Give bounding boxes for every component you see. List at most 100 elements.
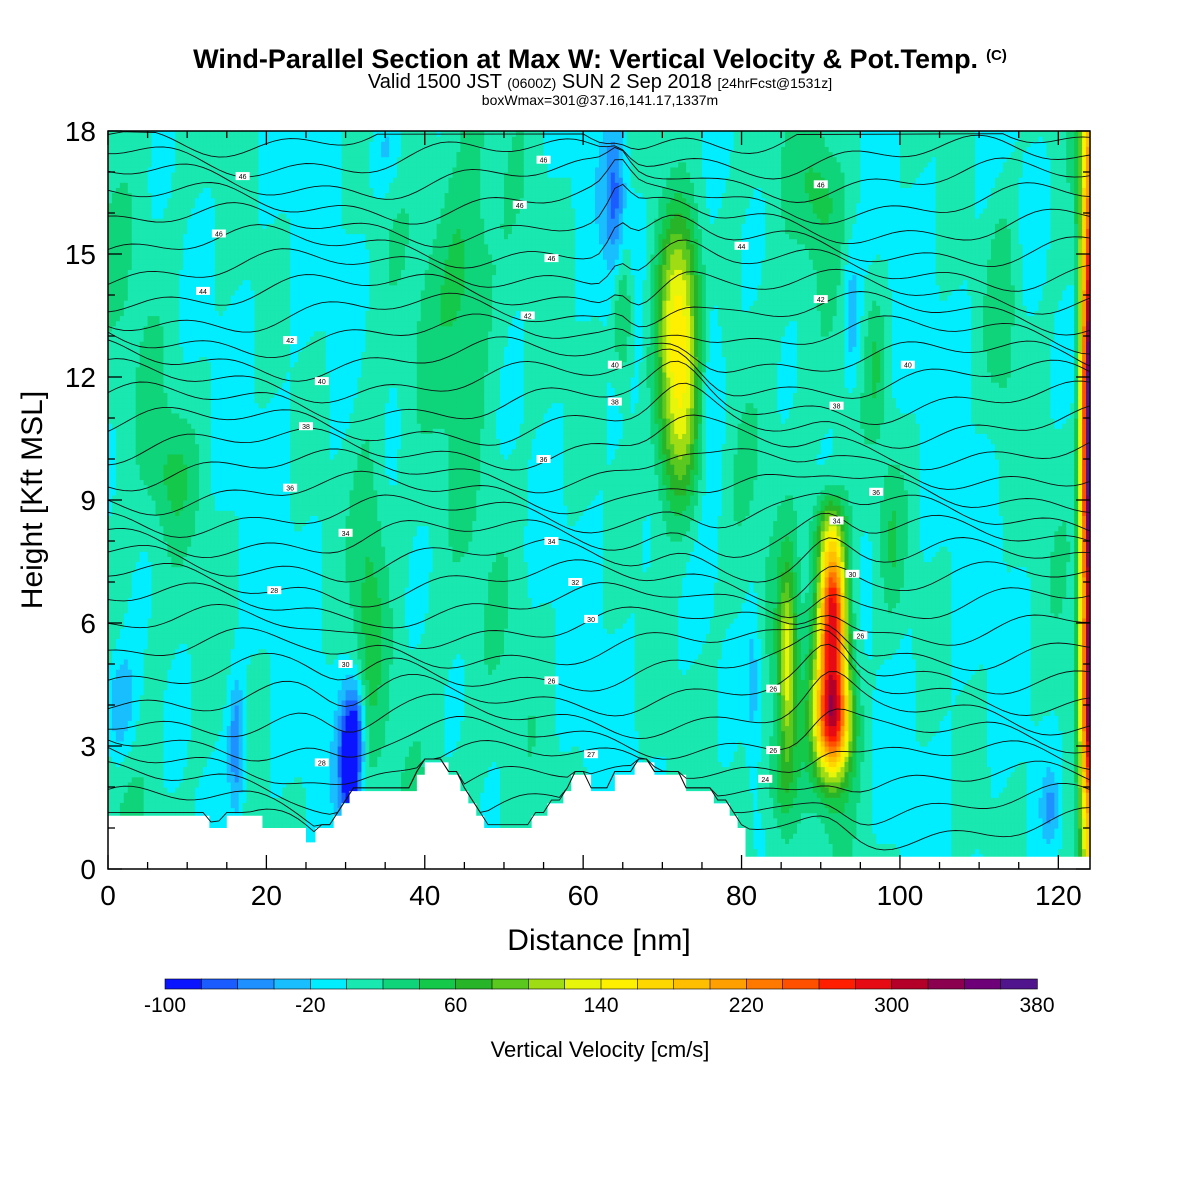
- w-cell: [230, 602, 236, 609]
- w-cell: [175, 418, 180, 424]
- w-cell: [123, 248, 129, 255]
- w-cell: [127, 382, 133, 388]
- w-cell: [230, 387, 236, 393]
- w-cell: [127, 418, 133, 424]
- w-cell: [135, 243, 141, 250]
- w-cell: [135, 279, 141, 286]
- w-cell: [147, 305, 153, 311]
- w-cell: [187, 787, 192, 793]
- w-cell: [111, 612, 117, 619]
- w-cell: [115, 705, 121, 711]
- w-cell: [199, 725, 204, 732]
- w-cell: [115, 254, 121, 260]
- w-cell: [151, 746, 157, 752]
- w-cell: [199, 428, 204, 434]
- w-cell: [108, 474, 113, 481]
- w-cell: [218, 505, 224, 511]
- w-cell: [159, 182, 165, 188]
- w-cell: [119, 423, 125, 429]
- w-cell: [127, 484, 133, 491]
- w-cell: [151, 771, 157, 778]
- w-cell: [111, 664, 117, 670]
- w-cell: [203, 679, 208, 686]
- w-cell: [155, 151, 161, 158]
- w-cell: [210, 674, 216, 680]
- w-cell: [131, 336, 137, 342]
- w-cell: [206, 464, 212, 470]
- w-cell: [191, 151, 196, 158]
- w-cell: [238, 166, 244, 173]
- w-cell: [183, 453, 188, 460]
- w-cell: [123, 602, 129, 609]
- w-cell: [131, 505, 137, 511]
- w-cell: [222, 494, 228, 501]
- w-cell: [147, 254, 153, 260]
- w-cell: [199, 751, 204, 757]
- w-cell: [167, 592, 172, 598]
- w-cell: [226, 787, 232, 793]
- w-cell: [199, 787, 204, 793]
- w-cell: [155, 177, 161, 183]
- w-cell: [127, 310, 133, 317]
- w-cell: [163, 479, 168, 486]
- w-cell: [155, 320, 161, 327]
- w-cell: [222, 817, 228, 824]
- w-cell: [108, 638, 113, 645]
- w-cell: [242, 453, 248, 460]
- w-cell: [155, 305, 161, 311]
- w-cell: [131, 684, 137, 691]
- w-cell: [167, 674, 172, 680]
- w-cell: [131, 479, 137, 486]
- w-cell: [183, 561, 188, 568]
- w-cell: [163, 284, 168, 291]
- w-cell: [218, 674, 224, 680]
- w-cell: [254, 715, 260, 721]
- w-cell: [206, 505, 212, 511]
- w-cell: [254, 776, 260, 783]
- w-cell: [250, 361, 256, 368]
- w-cell: [199, 561, 204, 568]
- w-cell: [230, 582, 236, 588]
- w-cell: [127, 264, 133, 270]
- w-cell: [111, 541, 117, 547]
- w-cell: [131, 500, 137, 506]
- w-cell: [246, 423, 252, 429]
- w-cell: [250, 295, 256, 301]
- w-cell: [218, 218, 224, 224]
- w-cell: [139, 525, 145, 532]
- w-cell: [242, 505, 248, 511]
- w-cell: [246, 377, 252, 383]
- w-cell: [167, 653, 172, 660]
- w-cell: [119, 699, 125, 706]
- w-cell: [191, 371, 196, 378]
- w-cell: [242, 623, 248, 629]
- w-cell: [218, 551, 224, 557]
- w-cell: [191, 248, 196, 255]
- w-cell: [108, 182, 113, 188]
- w-cell: [183, 218, 188, 224]
- w-cell: [195, 505, 200, 511]
- w-cell: [167, 136, 172, 142]
- w-cell: [187, 254, 192, 260]
- w-cell: [195, 633, 200, 639]
- w-cell: [159, 612, 165, 619]
- w-cell: [131, 443, 137, 450]
- w-cell: [171, 223, 176, 229]
- w-cell: [226, 812, 232, 819]
- w-cell: [143, 797, 149, 803]
- w-cell: [108, 418, 113, 424]
- w-cell: [226, 387, 232, 393]
- w-cell: [187, 674, 192, 680]
- w-cell: [143, 494, 149, 501]
- w-cell: [155, 648, 161, 655]
- w-cell: [155, 787, 161, 793]
- w-cell: [199, 377, 204, 383]
- w-cell: [254, 740, 260, 747]
- w-cell: [206, 151, 212, 158]
- w-cell: [199, 587, 204, 593]
- w-cell: [108, 172, 113, 178]
- w-cell: [123, 756, 129, 762]
- w-cell: [167, 597, 172, 604]
- w-cell: [179, 387, 184, 393]
- w-cell: [234, 469, 240, 475]
